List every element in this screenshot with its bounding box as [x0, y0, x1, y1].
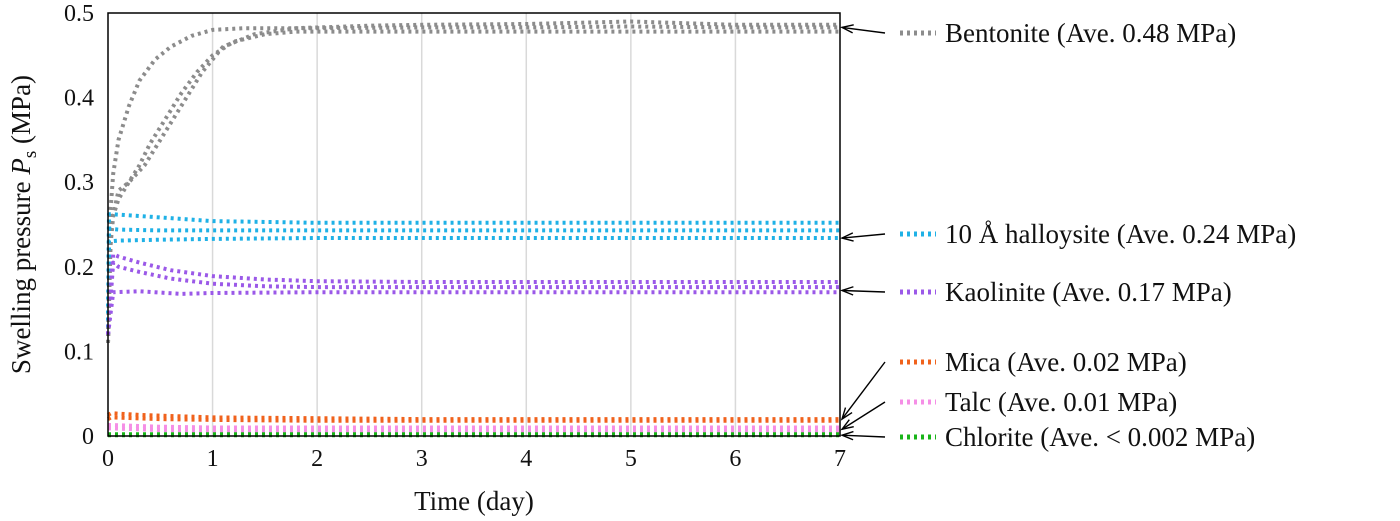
series-line	[108, 426, 840, 433]
x-tick-label: 0	[102, 446, 114, 472]
legend-label: Bentonite (Ave. 0.48 MPa)	[945, 18, 1236, 48]
x-tick-label: 7	[834, 446, 846, 472]
series-layer	[106, 19, 840, 438]
series	[108, 432, 840, 438]
y-tick-label: 0	[82, 424, 94, 450]
legend-label: Mica (Ave. 0.02 MPa)	[945, 347, 1187, 377]
legend-label: Chlorite (Ave. < 0.002 MPa)	[945, 422, 1255, 452]
x-tick-label: 4	[520, 446, 532, 472]
series-line	[107, 415, 840, 423]
legend-label: Talc (Ave. 0.01 MPa)	[945, 387, 1177, 417]
y-tick-label: 0.4	[64, 86, 94, 112]
series-line	[106, 19, 840, 343]
x-tick-label: 3	[416, 446, 428, 472]
legend: Bentonite (Ave. 0.48 MPa) 10 Å halloysite…	[839, 18, 1296, 452]
y-axis-title-symbol: P	[6, 158, 36, 176]
series	[108, 423, 840, 433]
series	[106, 19, 840, 343]
series-line	[106, 252, 840, 335]
y-tick-label: 0.3	[64, 170, 94, 196]
legend-arrowhead	[840, 419, 854, 431]
legend-arrowhead	[839, 232, 854, 242]
legend-arrowhead	[839, 286, 854, 296]
legend-label: Kaolinite (Ave. 0.17 MPa)	[945, 277, 1232, 307]
legend-arrowhead	[839, 24, 854, 34]
y-axis-title: Swelling pressure Ps (MPa)	[6, 75, 41, 374]
plot-area-frame	[107, 12, 841, 437]
vertical-gridlines	[211, 13, 737, 436]
legend-arrow	[841, 26, 886, 34]
y-axis-title-main: Swelling pressure	[6, 175, 36, 374]
y-axis-ticks: 0 0.1 0.2 0.3 0.4 0.5	[64, 1, 94, 450]
series	[107, 411, 840, 423]
y-axis-title-subscript: s	[20, 151, 41, 158]
series-line	[106, 29, 840, 343]
legend-arrowhead	[839, 430, 854, 441]
x-tick-label: 6	[729, 446, 741, 472]
y-tick-label: 0.1	[64, 339, 94, 365]
series-line	[107, 411, 840, 422]
series	[106, 212, 840, 335]
x-axis-ticks: 0 1 2 3 4 5 6 7	[102, 446, 846, 472]
series-line	[108, 423, 840, 430]
legend-arrowhead	[840, 407, 853, 421]
x-tick-label: 1	[207, 446, 219, 472]
legend-arrow	[841, 233, 886, 239]
x-tick-label: 5	[625, 446, 637, 472]
y-tick-label: 0.2	[64, 255, 94, 281]
legend-label: 10 Å halloysite (Ave. 0.24 MPa)	[945, 219, 1296, 249]
series-line	[106, 226, 840, 335]
legend-arrow	[841, 434, 886, 438]
legend-arrow	[841, 289, 886, 293]
legend-arrow	[841, 361, 886, 420]
series-line	[106, 236, 840, 335]
x-tick-label: 2	[311, 446, 323, 472]
series-line	[106, 24, 840, 343]
legend-arrow	[841, 401, 886, 430]
series-line	[106, 260, 840, 335]
x-axis-title: Time (day)	[414, 486, 534, 516]
series-line	[106, 289, 840, 335]
series	[106, 252, 840, 335]
y-axis-title-unit: (MPa)	[6, 75, 36, 151]
y-tick-label: 0.5	[64, 1, 94, 27]
